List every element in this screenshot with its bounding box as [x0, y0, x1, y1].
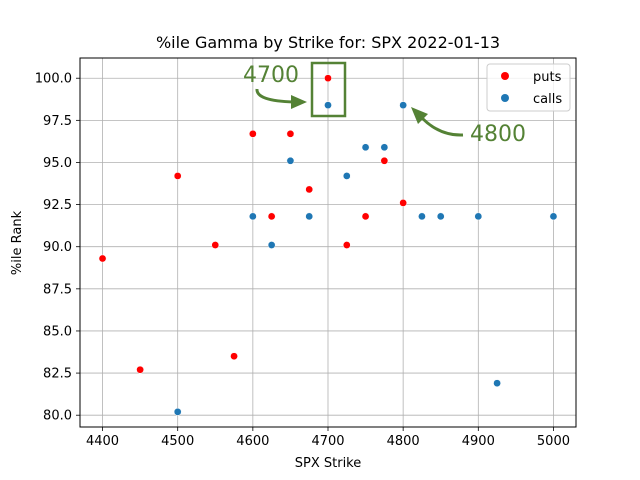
arrowhead-4700 — [291, 95, 307, 109]
data-points — [98, 74, 558, 416]
puts-point — [380, 156, 389, 165]
puts-point — [361, 212, 370, 221]
x-tick-label: 5000 — [537, 434, 570, 449]
x-axis-ticks: 4400 4500 4600 4700 4800 4900 5000 — [86, 427, 570, 449]
calls-point — [267, 241, 276, 249]
puts-point — [230, 352, 238, 361]
y-axis-ticks: 80.0 82.5 85.0 87.5 90.0 92.5 95.0 97.5 100.0 — [35, 72, 80, 424]
y-tick-label: 82.5 — [43, 367, 72, 382]
annotation-label-4800: 4800 — [470, 122, 526, 147]
calls-point — [173, 407, 182, 416]
y-axis-label: %ile Rank — [10, 210, 25, 275]
calls-point — [474, 212, 483, 221]
calls-point — [248, 212, 257, 221]
annotation-arrow-4700 — [255, 88, 295, 104]
calls-point — [286, 156, 295, 165]
grid-lines — [80, 58, 576, 427]
x-axis-label: SPX Strike — [295, 456, 362, 471]
puts-point — [173, 172, 182, 180]
calls-point — [305, 212, 314, 221]
x-tick-label: 4400 — [86, 434, 119, 449]
y-tick-label: 87.5 — [43, 282, 72, 297]
calls-point — [342, 172, 351, 180]
legend-label-calls: calls — [533, 92, 562, 107]
calls-point — [436, 212, 445, 221]
calls-point — [493, 379, 501, 388]
puts-point — [399, 199, 408, 207]
legend-label-puts: puts — [533, 70, 562, 85]
x-tick-label: 4500 — [161, 434, 194, 449]
annotations: 4700 4800 — [243, 61, 526, 147]
annotation-arrow-4800 — [420, 116, 464, 137]
y-tick-label: 100.0 — [35, 72, 72, 87]
calls-point — [380, 143, 389, 152]
puts-point — [98, 254, 107, 263]
calls-point — [361, 143, 370, 152]
y-tick-label: 90.0 — [43, 240, 72, 255]
x-tick-label: 4800 — [387, 434, 420, 449]
puts-point — [342, 241, 351, 249]
legend: puts calls — [486, 63, 571, 112]
calls-point — [418, 212, 426, 221]
y-tick-label: 95.0 — [43, 156, 72, 171]
legend-marker-calls — [501, 94, 509, 102]
y-tick-label: 80.0 — [43, 409, 72, 424]
calls-point — [399, 101, 408, 110]
x-tick-label: 4600 — [236, 434, 269, 449]
series-puts — [98, 74, 408, 374]
y-tick-label: 97.5 — [43, 114, 72, 129]
y-tick-label: 85.0 — [43, 324, 72, 339]
puts-point — [267, 212, 276, 221]
x-tick-label: 4900 — [462, 434, 495, 449]
x-tick-label: 4700 — [311, 434, 344, 449]
puts-point — [211, 241, 220, 249]
highlight-box — [310, 61, 347, 118]
y-tick-label: 92.5 — [43, 198, 72, 213]
annotation-label-4700: 4700 — [243, 63, 299, 88]
legend-marker-puts — [501, 72, 509, 80]
arrowhead-4800 — [411, 107, 428, 124]
puts-point — [324, 74, 332, 83]
calls-point — [549, 212, 558, 221]
chart-title: %ile Gamma by Strike for: SPX 2022-01-13 — [156, 33, 500, 52]
puts-point — [305, 185, 314, 194]
calls-point — [324, 101, 332, 110]
series-calls — [173, 101, 558, 416]
puts-point — [136, 365, 144, 374]
puts-point — [248, 129, 257, 138]
puts-point — [286, 129, 295, 138]
